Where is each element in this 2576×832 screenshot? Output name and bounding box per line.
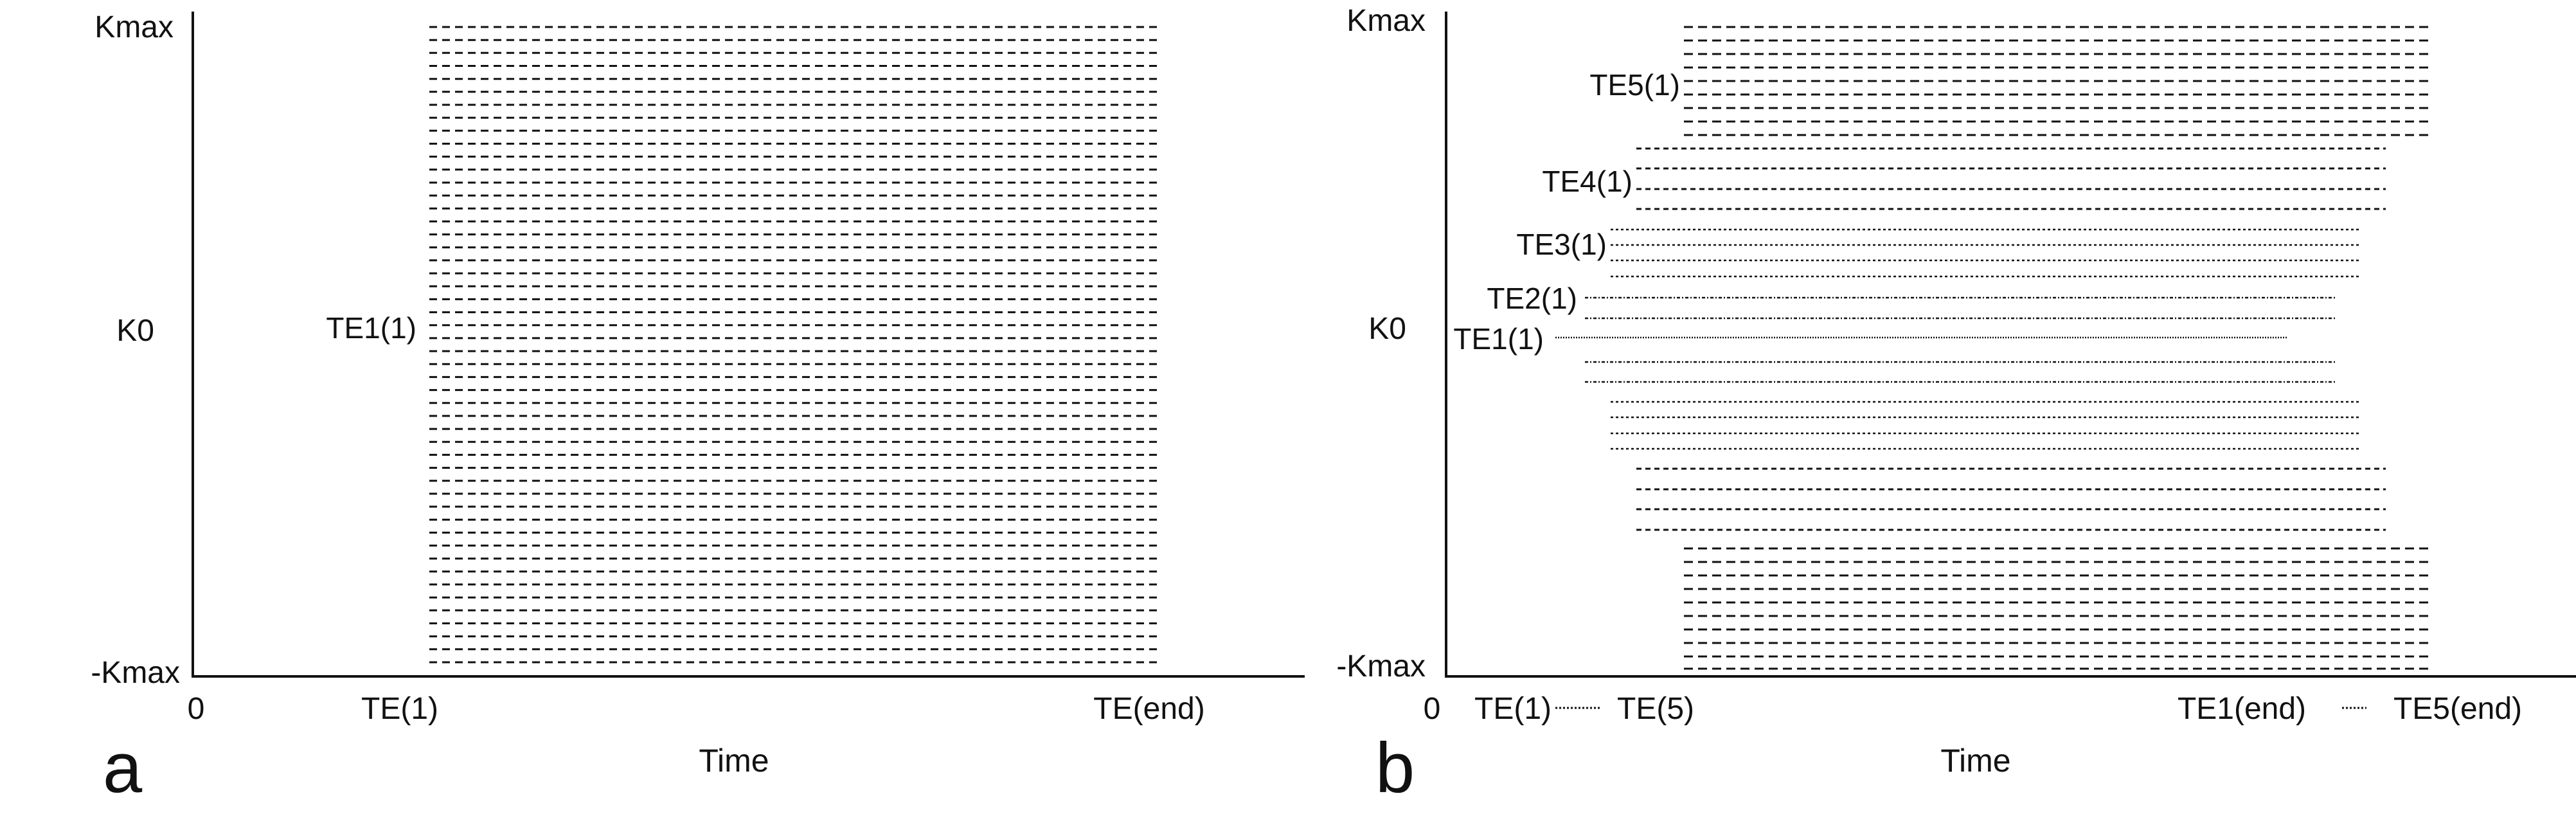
panel-b-echo-label-te2: TE2(1) bbox=[1487, 282, 1577, 315]
panel-b-xtick-te5-end: TE5(end) bbox=[2393, 692, 2522, 726]
panel-b: Kmax K0 -Kmax TE1(1) TE2(1) TE3(1) TE4(1… bbox=[1336, 4, 2576, 808]
panel-a-xtick-te-end: TE(end) bbox=[1093, 692, 1204, 726]
panel-b-echo-label-te1: TE1(1) bbox=[1453, 322, 1544, 356]
panel-b-ytick-k0: K0 bbox=[1368, 312, 1406, 346]
panel-b-xtick-te1-end: TE1(end) bbox=[2178, 692, 2306, 726]
panel-a: Kmax K0 -Kmax 0 TE(1) TE(end) Time TE1(1… bbox=[91, 10, 1305, 808]
panel-b-echo-label-te3: TE3(1) bbox=[1516, 228, 1607, 261]
panel-b-letter: b bbox=[1375, 728, 1415, 808]
panel-b-echo-label-te4: TE4(1) bbox=[1542, 165, 1632, 198]
panel-a-readout-lines bbox=[429, 26, 1161, 664]
panel-a-ytick-k0: K0 bbox=[116, 314, 154, 348]
panel-b-xtick-te1-start: TE(1) bbox=[1474, 692, 1552, 726]
panel-a-ytick-kmax: Kmax bbox=[94, 10, 174, 44]
panel-a-ytick-neg-kmax: -Kmax bbox=[91, 656, 180, 690]
panel-a-xtick-origin: 0 bbox=[188, 692, 205, 726]
panel-b-readout-lines bbox=[1555, 26, 2433, 670]
panel-a-xtick-te-start: TE(1) bbox=[361, 692, 438, 726]
panel-b-xtick-origin: 0 bbox=[1424, 692, 1441, 726]
panel-b-ytick-neg-kmax: -Kmax bbox=[1336, 649, 1426, 683]
panel-a-letter: a bbox=[103, 728, 143, 808]
panel-a-readout-label: TE1(1) bbox=[326, 311, 416, 345]
panel-a-xlabel: Time bbox=[699, 743, 769, 779]
panel-b-echo-label-te5: TE5(1) bbox=[1589, 68, 1680, 102]
panel-b-xtick-te5-start: TE(5) bbox=[1617, 692, 1694, 726]
panel-b-xlabel: Time bbox=[1940, 743, 2010, 779]
panel-b-ytick-kmax: Kmax bbox=[1346, 4, 1426, 38]
